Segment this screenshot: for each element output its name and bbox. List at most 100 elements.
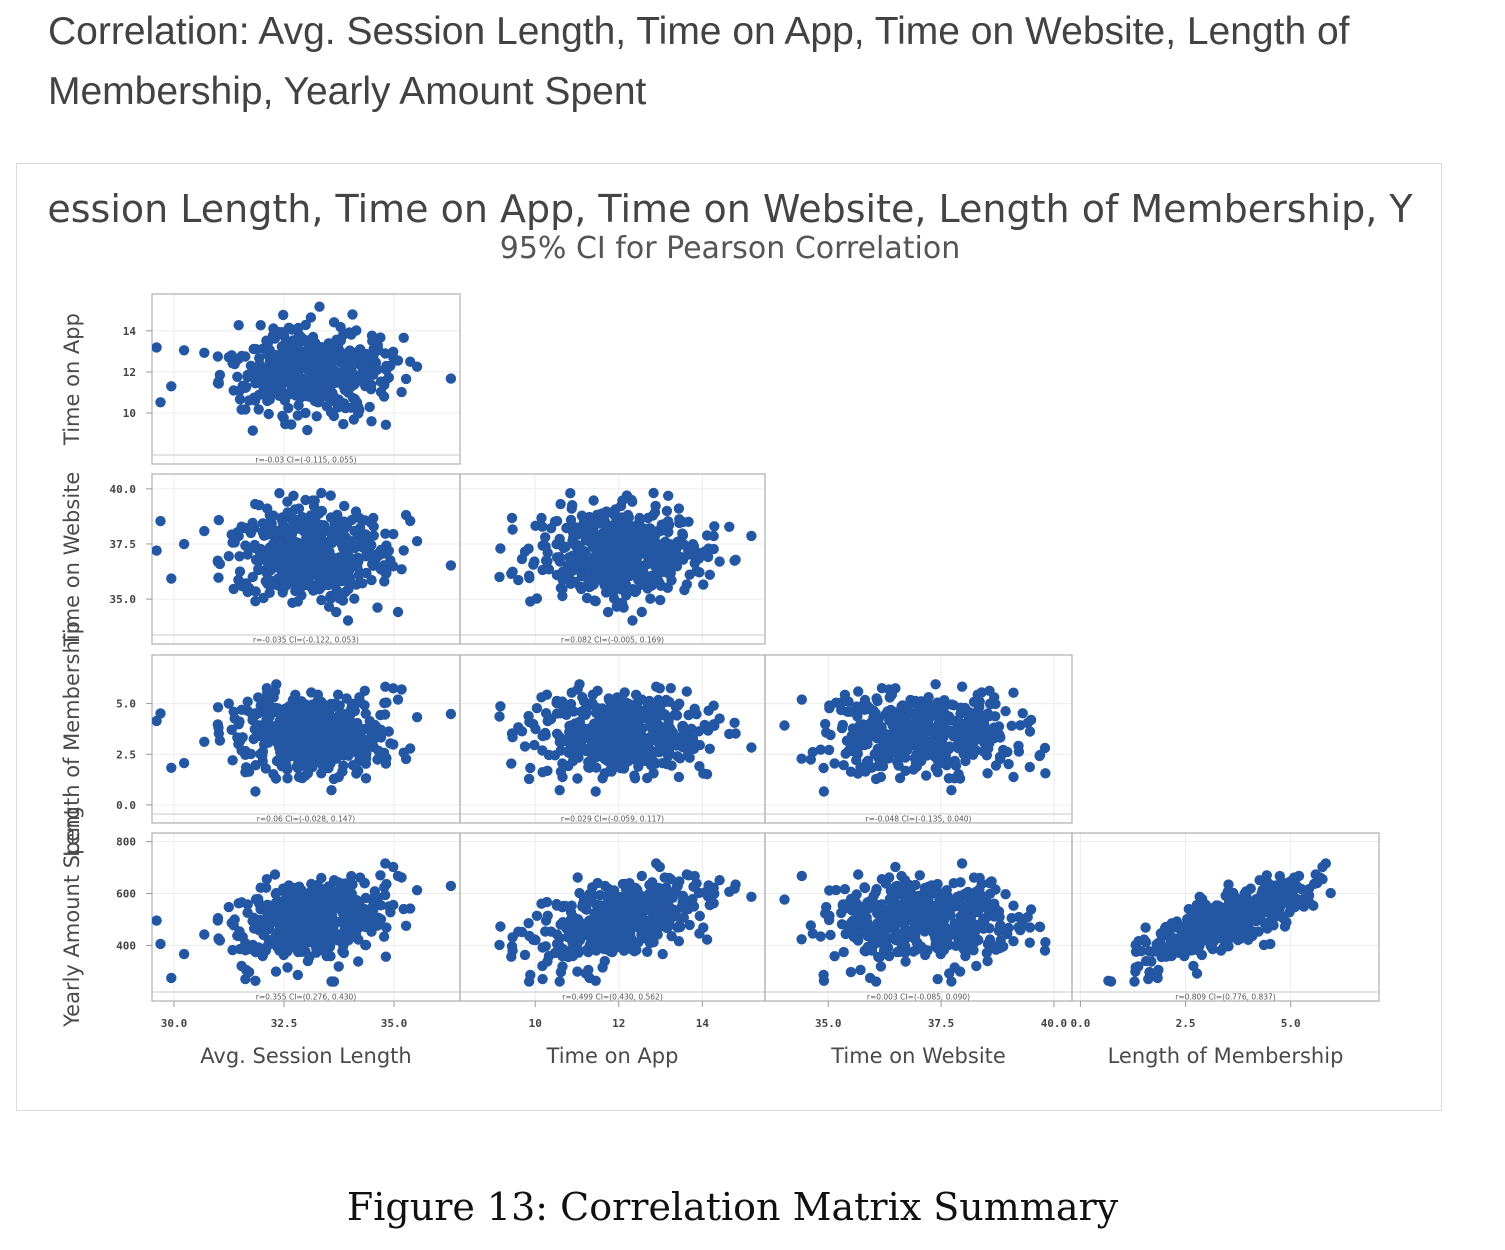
data-point — [214, 735, 226, 746]
data-point — [288, 490, 299, 501]
data-point — [1317, 861, 1328, 873]
data-point — [232, 732, 243, 743]
data-point — [331, 606, 342, 618]
data-point — [870, 773, 882, 785]
data-point — [330, 719, 341, 730]
data-point — [334, 700, 345, 711]
figure-frame: ession Length, Time on App, Time on Webs… — [16, 163, 1442, 1111]
data-point — [339, 500, 350, 512]
data-point — [269, 735, 280, 746]
data-point — [342, 548, 353, 560]
data-point — [323, 756, 334, 768]
data-point — [960, 908, 971, 919]
data-point — [314, 301, 325, 312]
data-point — [1008, 936, 1019, 947]
data-point — [199, 929, 210, 940]
data-point — [637, 524, 648, 535]
data-point — [653, 882, 664, 894]
data-point — [341, 693, 352, 704]
data-point — [593, 720, 604, 731]
data-point — [956, 681, 968, 692]
data-point — [297, 946, 308, 957]
data-point — [602, 750, 614, 761]
data-point — [933, 718, 944, 729]
data-point — [923, 881, 934, 892]
data-point — [227, 944, 238, 956]
data-point — [949, 962, 960, 973]
data-point — [379, 882, 390, 893]
data-point — [849, 732, 860, 743]
data-point — [375, 376, 387, 387]
data-point — [971, 960, 982, 972]
data-point — [915, 911, 926, 923]
data-point — [634, 512, 645, 524]
data-point — [950, 940, 962, 951]
data-point — [1183, 903, 1195, 915]
data-point — [960, 950, 971, 962]
data-point — [688, 881, 699, 892]
data-point — [989, 692, 1000, 703]
data-point — [910, 879, 921, 891]
data-point — [796, 694, 807, 705]
data-point — [542, 910, 553, 921]
data-point — [233, 719, 244, 730]
data-point — [624, 520, 636, 531]
data-point — [666, 559, 677, 570]
data-point — [400, 920, 412, 931]
data-point — [236, 404, 247, 415]
data-point — [152, 545, 162, 556]
data-point — [823, 744, 835, 756]
data-point — [1024, 761, 1035, 773]
data-point — [836, 704, 847, 716]
data-point — [612, 574, 624, 585]
scatter-points — [152, 487, 457, 626]
data-point — [624, 703, 636, 714]
data-point — [277, 410, 288, 422]
data-point — [572, 564, 583, 575]
data-point — [549, 516, 561, 527]
data-point — [292, 762, 303, 774]
data-point — [698, 768, 709, 779]
data-point — [315, 891, 326, 902]
data-point — [960, 732, 971, 743]
data-point — [304, 951, 315, 963]
data-point — [326, 533, 337, 545]
data-point — [330, 902, 341, 913]
data-point — [516, 726, 528, 737]
data-point — [930, 679, 941, 690]
data-point — [1034, 750, 1045, 762]
data-point — [347, 309, 358, 320]
data-point — [405, 743, 416, 754]
data-point — [933, 730, 944, 741]
scatter-panel: r=0.355 CI=(0.276, 0.430) — [151, 832, 461, 1002]
data-point — [288, 694, 300, 706]
data-point — [281, 355, 292, 366]
data-point — [990, 711, 1001, 722]
data-point — [565, 742, 576, 754]
data-point — [301, 924, 312, 936]
data-point — [333, 961, 344, 972]
data-point — [507, 932, 518, 943]
data-point — [910, 930, 921, 942]
data-point — [266, 368, 277, 379]
data-point — [921, 746, 932, 757]
data-point — [372, 754, 383, 765]
data-point — [554, 556, 565, 567]
data-point — [600, 563, 611, 575]
data-point — [240, 540, 251, 551]
data-point — [724, 728, 735, 740]
data-point — [388, 528, 399, 540]
data-point — [343, 935, 354, 946]
data-point — [311, 543, 322, 554]
data-point — [554, 533, 565, 545]
data-point — [998, 744, 1009, 756]
data-point — [554, 736, 565, 748]
data-point — [902, 907, 913, 918]
data-point — [698, 579, 709, 590]
data-point — [261, 335, 272, 346]
data-point — [325, 703, 337, 714]
data-point — [292, 969, 303, 981]
data-point — [269, 333, 281, 344]
ci-label: r=-0.035 CI=(-0.122, 0.053) — [253, 636, 359, 645]
data-point — [257, 518, 269, 529]
